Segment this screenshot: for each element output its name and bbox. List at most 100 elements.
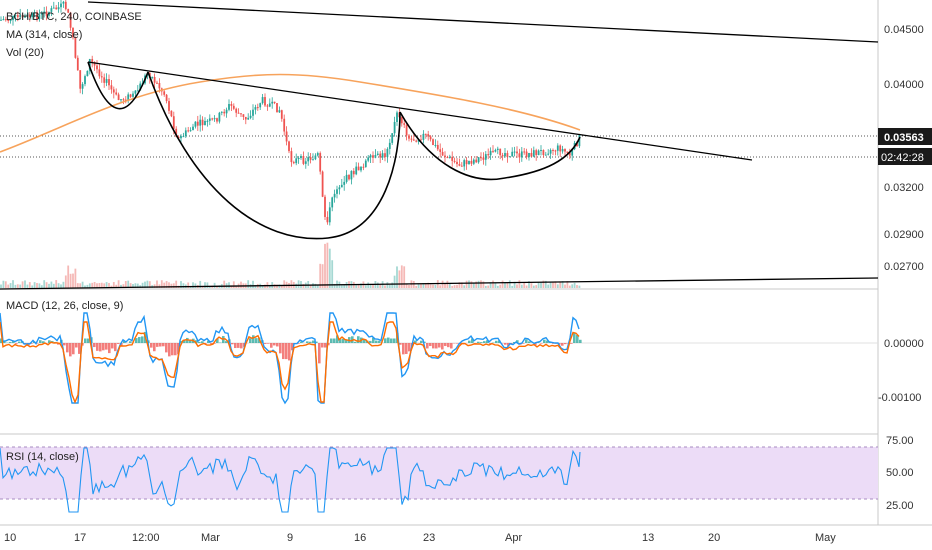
candle-body: [74, 37, 77, 58]
volume-bar: [333, 283, 336, 288]
candle-body: [122, 99, 125, 101]
candle-body: [175, 128, 178, 137]
candle-body: [314, 155, 317, 160]
volume-bar: [276, 284, 278, 288]
volume-bar: [79, 283, 82, 288]
macd-histogram-bar: [564, 343, 567, 345]
volume-bar: [463, 285, 466, 288]
candle-body: [309, 157, 312, 160]
candle-body: [439, 149, 442, 152]
candle-body: [86, 70, 89, 77]
volume-bar: [518, 280, 521, 288]
macd-histogram-bar: [423, 341, 426, 343]
volume-bar: [396, 266, 398, 288]
candle-body: [516, 151, 518, 154]
candle-body: [424, 133, 427, 135]
candle-body: [225, 109, 228, 114]
macd-histogram-bar: [63, 343, 66, 346]
candle-body: [266, 105, 269, 107]
candle-body: [211, 118, 214, 120]
candle-body: [105, 79, 108, 83]
volume-bar: [9, 283, 12, 288]
resistance-trendline[interactable]: [87, 61, 753, 161]
chart-symbol-title: BCH/BTC, 240, COINBASE: [6, 11, 142, 23]
macd-histogram-bar: [216, 338, 219, 343]
macd-histogram-bar: [162, 343, 165, 347]
volume-bar: [110, 285, 113, 288]
volume-bar: [283, 280, 286, 288]
candle-body: [448, 156, 451, 158]
candle-body: [333, 193, 336, 198]
candle-body: [556, 145, 559, 151]
volume-bar: [357, 284, 360, 288]
upper-trendline[interactable]: [87, 1, 879, 43]
volume-bar: [384, 285, 386, 288]
macd-histogram-bar: [441, 343, 444, 350]
volume-bar: [441, 280, 444, 288]
volume-bar: [403, 266, 406, 288]
volume-bar: [482, 281, 485, 288]
candle-body: [304, 161, 307, 164]
candle-body: [566, 151, 569, 154]
volume-bar: [321, 264, 324, 288]
candle-body: [465, 160, 468, 165]
volume-bar: [228, 282, 230, 288]
bottom-trendline[interactable]: [0, 277, 879, 290]
candle-body: [520, 151, 523, 158]
macd-histogram-bar: [129, 341, 132, 343]
candle-body: [525, 151, 528, 158]
macd-histogram-bar: [12, 340, 15, 343]
candle-body: [307, 157, 310, 162]
volume-bar: [556, 284, 559, 288]
candle-body: [369, 155, 372, 158]
volume-bar: [194, 283, 197, 288]
macd-histogram-bar: [438, 343, 441, 348]
candle-body: [364, 160, 367, 168]
volume-bar: [400, 265, 403, 288]
candle-body: [376, 153, 379, 155]
candle-body: [129, 94, 132, 97]
handle-curve[interactable]: [399, 111, 581, 181]
candle-body: [163, 91, 166, 95]
volume-bar: [268, 285, 271, 288]
candle-body: [249, 115, 252, 118]
candle-body: [552, 149, 554, 151]
volume-bar: [477, 280, 480, 288]
candle-body: [252, 109, 254, 116]
candle-body: [81, 84, 84, 89]
volume-bar: [552, 282, 554, 288]
candle-body: [405, 124, 408, 136]
candle-body: [276, 103, 278, 113]
macd-histogram-bar: [15, 343, 18, 344]
volume-bar: [180, 281, 182, 288]
price-tick-label: 0.03200: [884, 182, 924, 194]
volume-bar: [372, 284, 374, 288]
candle-body: [12, 15, 14, 21]
candle-body: [21, 14, 24, 18]
macd-histogram-bar: [0, 338, 3, 343]
volume-bar: [300, 281, 302, 288]
macd-histogram-bar: [429, 343, 432, 347]
macd-histogram-bar: [486, 340, 489, 343]
volume-bar: [578, 285, 581, 288]
candle-body: [108, 79, 110, 86]
volume-bar: [254, 284, 257, 288]
macd-histogram-bar: [342, 338, 345, 343]
small-cup-curve[interactable]: [87, 61, 149, 110]
candle-body: [38, 14, 41, 20]
volume-bar: [103, 283, 106, 288]
candle-body: [504, 153, 506, 157]
candle-body: [187, 130, 190, 132]
candle-body: [456, 161, 458, 165]
macd-histogram-bar: [180, 340, 183, 343]
volume-bar: [568, 285, 571, 288]
volume-bar: [470, 281, 473, 288]
volume-bar: [355, 285, 358, 288]
volume-bar: [38, 283, 41, 288]
volume-bar: [297, 280, 300, 288]
volume-bar: [240, 281, 242, 288]
large-cup-curve[interactable]: [147, 71, 401, 240]
macd-histogram-bar: [150, 343, 153, 348]
macd-histogram-bar: [237, 343, 240, 348]
